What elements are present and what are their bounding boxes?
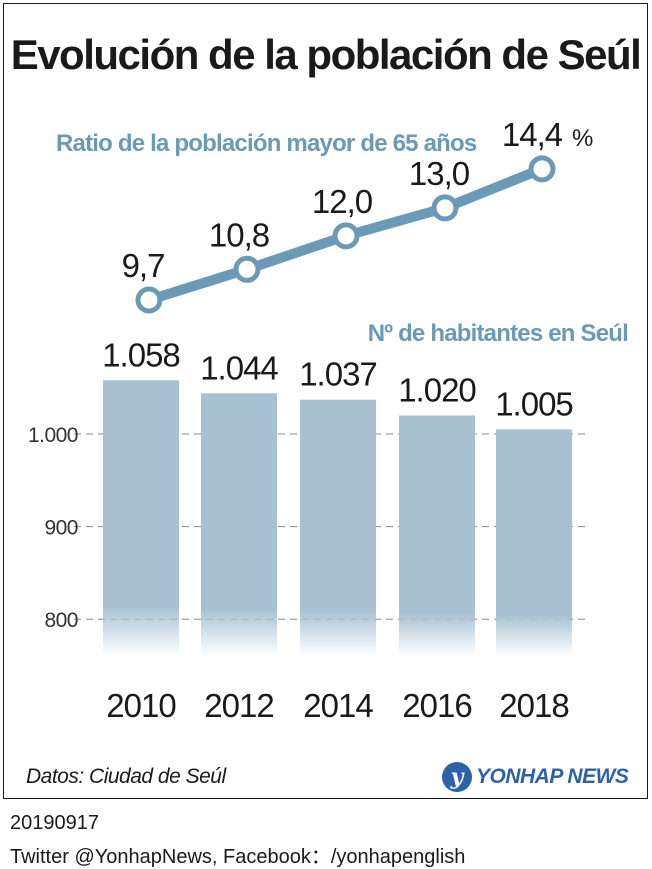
- bar-2010: [103, 380, 179, 656]
- ratio-point-2010: [135, 286, 163, 314]
- ratio-point-2016: [431, 194, 459, 222]
- bar-value-label: 1.037: [299, 356, 377, 393]
- ratio-unit-label: %: [572, 125, 593, 152]
- x-tick-label: 2014: [303, 687, 373, 724]
- x-tick-label: 2012: [204, 687, 273, 724]
- bar-value-label: 1.058: [102, 336, 180, 373]
- y-tick-label: 1.000: [28, 424, 78, 447]
- publish-date: 20190917: [10, 812, 99, 834]
- ratio-point-2018: [528, 155, 556, 183]
- yonhap-logo: y YONHAP NEWS: [442, 762, 629, 792]
- ratio-value-label: 13,0: [409, 155, 470, 192]
- bar-series-title: Nº de habitantes en Seúl: [368, 320, 628, 347]
- bar-2016: [399, 415, 475, 656]
- bar-2014: [300, 399, 376, 656]
- x-tick-label: 2010: [106, 687, 176, 724]
- ratio-value-label: 12,0: [312, 183, 373, 220]
- logo-wordmark: YONHAP NEWS: [476, 765, 629, 788]
- chart-area: 800 900 1.000 1.058 2010 1.044 2012 1.037 2014 1…: [28, 116, 629, 724]
- ratio-point-2012: [233, 255, 261, 283]
- bar-value-label: 1.020: [398, 371, 476, 408]
- y-tick-label: 900: [44, 517, 78, 540]
- ratio-value-label: 10,8: [209, 216, 269, 253]
- x-tick-label: 2018: [499, 687, 568, 724]
- bar-2018: [496, 429, 572, 656]
- bar-value-label: 1.005: [495, 385, 573, 422]
- x-tick-label: 2016: [402, 687, 471, 724]
- ratio-value-label: 9,7: [122, 247, 165, 284]
- ratio-point-2014: [332, 222, 360, 250]
- bar-2012: [201, 393, 277, 656]
- line-series-title: Ratio de la población mayor de 65 años: [56, 130, 477, 157]
- social-handles: Twitter @YonhapNews, Facebook：/yonhapeng…: [10, 846, 466, 868]
- y-tick-label: 800: [44, 609, 78, 632]
- infographic-frame: Evolución de la población de Seúl 800 900…: [3, 3, 648, 799]
- yonhap-y-logo-icon: y: [442, 762, 472, 792]
- bar-value-label: 1.044: [200, 349, 278, 386]
- data-source: Datos: Ciudad de Seúl: [26, 765, 226, 788]
- chart-title: Evolución de la población de Seúl: [10, 31, 642, 78]
- ratio-value-label: 14,4: [502, 116, 563, 153]
